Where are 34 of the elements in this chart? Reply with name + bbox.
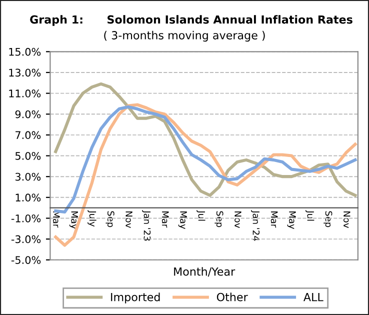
x-axis-title: Month/Year <box>174 267 236 277</box>
y-tick-label: 15.0% <box>9 48 41 56</box>
line-series <box>54 82 357 197</box>
x-tick-label: Sep <box>106 211 114 228</box>
x-tick-label: May <box>287 211 296 229</box>
x-tick-label: Mar <box>162 211 169 228</box>
x-tick-label: Mar <box>270 211 278 228</box>
y-tick-label: 5.0% <box>15 152 41 160</box>
x-tick-label: Sep <box>324 211 332 228</box>
x-tick-label: May <box>69 211 78 229</box>
x-tick-label: Jul <box>196 210 206 221</box>
x-tick-label: Nov <box>344 211 350 228</box>
line-series <box>54 103 357 247</box>
y-tick-label: 9.0% <box>15 110 41 118</box>
y-tick-label: 7.0% <box>16 131 41 140</box>
y-tick-label: -1.0% <box>11 214 41 222</box>
x-tick-label: Nov <box>234 211 242 228</box>
x-tick-label: Nov <box>126 211 132 228</box>
x-tick-label: May <box>178 211 187 229</box>
legend-label: Other <box>216 292 248 302</box>
chart-subtitle: ( 3-months moving average ) <box>104 30 265 42</box>
x-tick-label: Sep <box>214 211 224 228</box>
x-tick-label: Jul <box>306 210 314 221</box>
x-tick-label: Jan '23 <box>142 210 151 241</box>
legend-label: ALL <box>303 293 324 302</box>
legend-label: Imported <box>111 292 160 304</box>
y-tick-label: 3.0% <box>15 172 41 181</box>
y-tick-label: -5.0% <box>11 256 41 264</box>
chart-title: Graph 1: Solomon Islands Annual Inflation Rates <box>30 15 352 26</box>
y-tick-label: 11.0% <box>9 90 41 98</box>
y-tick-label: 13.0% <box>9 68 41 77</box>
x-tick-label: July <box>88 210 96 227</box>
y-tick-label: 1.0% <box>16 194 41 202</box>
y-tick-label: -3.0% <box>11 235 41 244</box>
